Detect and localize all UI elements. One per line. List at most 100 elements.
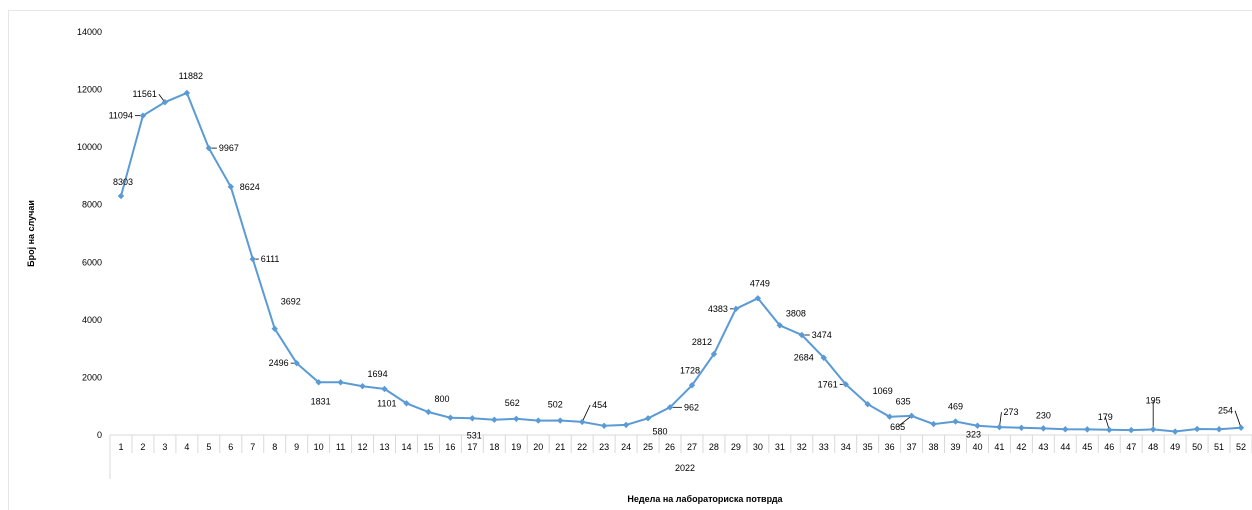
x-tick-label: 17	[467, 442, 477, 452]
data-point-marker	[117, 192, 125, 200]
x-tick-label: 39	[951, 442, 961, 452]
x-tick-label: 48	[1148, 442, 1158, 452]
data-label: 4383	[708, 304, 728, 314]
x-tick-label: 52	[1236, 442, 1246, 452]
x-tick-label: 24	[621, 442, 631, 452]
data-point-marker	[513, 415, 520, 423]
data-label: 580	[653, 426, 668, 436]
data-point-marker	[644, 415, 652, 422]
x-tick-label: 42	[1016, 442, 1026, 452]
data-point-marker	[183, 89, 191, 97]
x-tick-label: 11	[336, 442, 345, 452]
y-tick-label: 6000	[82, 257, 102, 267]
data-point-marker	[1040, 425, 1047, 432]
x-tick-label: 26	[665, 442, 675, 452]
data-point-marker	[557, 417, 564, 424]
x-tick-label: 15	[423, 442, 433, 452]
y-tick-label: 12000	[77, 85, 102, 95]
data-point-marker	[820, 354, 827, 361]
x-tick-label: 31	[775, 442, 785, 452]
data-point-marker	[469, 415, 476, 422]
data-label: 8303	[113, 177, 133, 187]
x-tick-label: 43	[1038, 442, 1048, 452]
x-tick-label: 8	[272, 442, 277, 452]
data-point-marker	[315, 379, 322, 386]
data-label: 3808	[786, 308, 806, 318]
data-point-marker	[754, 295, 762, 302]
data-point-marker	[952, 418, 959, 425]
data-point-marker	[622, 421, 630, 429]
x-tick-label: 10	[314, 442, 324, 452]
data-label: 230	[1036, 410, 1051, 420]
x-tick-label: 40	[972, 442, 982, 452]
data-label: 800	[434, 394, 449, 404]
data-point-marker	[1193, 425, 1201, 433]
x-tick-label: 18	[489, 442, 499, 452]
data-label-leader	[581, 404, 591, 423]
data-point-marker	[227, 183, 234, 190]
data-label: 179	[1098, 412, 1113, 422]
data-point-marker	[403, 400, 410, 407]
data-point-marker	[425, 408, 432, 416]
x-tick-label: 33	[819, 442, 829, 452]
data-point-marker	[798, 331, 805, 339]
data-label: 9967	[219, 143, 239, 153]
data-label: 469	[948, 401, 963, 411]
data-point-marker	[271, 325, 278, 332]
x-tick-label: 13	[380, 442, 390, 452]
data-point-marker	[535, 417, 542, 424]
series-markers	[117, 89, 1245, 435]
x-tick-label: 22	[577, 442, 587, 452]
data-label: 3692	[281, 297, 301, 307]
x-tick-label: 47	[1126, 442, 1136, 452]
data-label: 3474	[812, 330, 832, 340]
x-tick-label: 19	[511, 442, 521, 452]
x-tick-label: 23	[599, 442, 609, 452]
data-label: 1069	[873, 386, 893, 396]
data-point-marker	[1149, 426, 1157, 433]
data-point-marker	[710, 350, 718, 358]
data-label: 6111	[261, 254, 280, 264]
data-label: 273	[1003, 407, 1018, 417]
data-point-marker	[1171, 428, 1179, 435]
data-point-marker	[842, 381, 849, 388]
x-tick-label: 45	[1082, 442, 1092, 452]
x-tick-label: 46	[1104, 442, 1114, 452]
data-point-marker	[447, 414, 454, 421]
data-point-marker	[908, 412, 915, 420]
data-label: 2812	[692, 337, 712, 347]
data-point-marker	[688, 382, 696, 389]
data-label: 962	[684, 402, 699, 412]
data-point-marker	[381, 385, 388, 393]
data-label: 2684	[794, 353, 814, 363]
data-label: 454	[592, 400, 607, 410]
data-label: 11561	[133, 89, 157, 99]
data-label: 1761	[818, 379, 838, 389]
data-point-marker	[1237, 424, 1245, 431]
data-label: 1728	[680, 365, 700, 375]
data-label: 323	[966, 430, 981, 440]
x-tick-label: 20	[533, 442, 543, 452]
data-label: 11882	[179, 71, 203, 81]
data-point-marker	[1128, 426, 1135, 434]
data-label: 2496	[269, 358, 289, 368]
y-tick-label: 8000	[82, 200, 102, 210]
data-label: 502	[548, 400, 563, 410]
data-point-marker	[1018, 424, 1025, 432]
x-tick-label: 4	[184, 442, 189, 452]
data-point-marker	[886, 413, 893, 420]
x-tick-label: 28	[709, 442, 719, 452]
x-tick-label: 49	[1170, 442, 1180, 452]
x-tick-label: 12	[358, 442, 368, 452]
x-tick-label: 35	[863, 442, 873, 452]
x-tick-label: 29	[731, 442, 741, 452]
data-point-marker	[864, 401, 871, 408]
data-point-marker	[359, 383, 366, 390]
x-tick-label: 2	[140, 442, 145, 452]
data-point-marker	[1062, 426, 1069, 433]
x-tick-label: 36	[885, 442, 895, 452]
data-point-marker	[249, 255, 256, 263]
x-tick-label: 7	[250, 442, 255, 452]
data-label: 1694	[368, 369, 388, 379]
